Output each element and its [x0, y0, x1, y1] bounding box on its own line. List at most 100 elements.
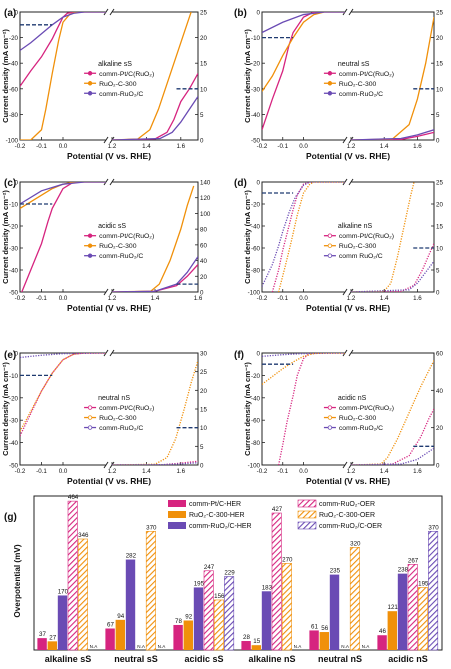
- bar-plot-frame: [33, 495, 443, 651]
- panel-label: (a): [4, 8, 16, 19]
- left-y-tick-label: -20: [9, 395, 19, 402]
- right-y-tick-label: 10: [200, 86, 207, 93]
- x-tick-label: 1.2: [347, 143, 356, 150]
- left-y-tick-label: 0: [257, 351, 261, 358]
- left-y-tick-label: -60: [251, 246, 261, 253]
- legend-swatch-marker: [87, 91, 93, 96]
- right-y-tick-label: 25: [436, 10, 443, 17]
- x-tick-label: -0.1: [36, 143, 47, 150]
- bar-value-label: 27: [49, 634, 56, 641]
- legend-swatch: [297, 510, 317, 519]
- right-y-tick-label: 5: [436, 112, 440, 119]
- axis-break-mask-top: [344, 351, 352, 355]
- series-line-her: [20, 12, 106, 51]
- na-label: N.A: [137, 644, 146, 649]
- bar: [397, 573, 408, 650]
- legend-entry: RuO₂-C-300: [339, 81, 377, 88]
- na-label: N.A: [158, 644, 167, 649]
- legend-entry: comm-Pt/C(RuO₂): [339, 71, 394, 78]
- bar: [251, 645, 261, 650]
- bar-value-label: 270: [282, 556, 293, 563]
- left-y-tick-label: 0: [15, 10, 19, 17]
- axis-break-mark: [109, 8, 115, 16]
- panel-label: (b): [234, 8, 247, 19]
- axis-break-mask-bottom: [105, 138, 113, 142]
- bar-value-label: 370: [146, 524, 157, 531]
- x-tick-label: 1.2: [108, 143, 117, 150]
- y-axis-label: Overpotential (mV): [13, 544, 22, 618]
- left-y-tick-label: -40: [9, 268, 19, 275]
- bar-value-label: 195: [194, 580, 205, 587]
- axis-break-mask-bottom: [344, 463, 352, 467]
- bar-value-label: 92: [185, 613, 192, 620]
- x-tick-label: 1.6: [176, 468, 185, 475]
- legend-swatch-marker: [87, 81, 93, 86]
- series-line-her: [20, 353, 106, 432]
- category-label: neutral sS: [114, 654, 158, 664]
- x-tick-label: -0.2: [257, 468, 268, 475]
- bar-value-label: 247: [204, 564, 215, 571]
- legend-entry: comm-RuO₂/C-HER: [189, 523, 252, 530]
- x-tick-label: 1.6: [413, 295, 422, 302]
- series-line-oer: [351, 243, 434, 292]
- legend-swatch-marker: [87, 253, 93, 258]
- left-y-tick-label: -80: [251, 268, 261, 275]
- series-line-her: [20, 182, 106, 205]
- x-tick-label: -0.2: [257, 143, 268, 150]
- left-y-tick-label: -40: [251, 224, 261, 231]
- legend-swatch-marker: [327, 91, 333, 96]
- y-axis-label: Current density (mA cm⁻²): [243, 362, 252, 456]
- y-axis-label: Current density (mA cm⁻²): [243, 190, 252, 284]
- x-tick-label: 1.4: [380, 295, 389, 302]
- bar-value-label: 282: [126, 553, 137, 560]
- axis-break-mask-top: [344, 180, 352, 184]
- legend-swatch-marker: [87, 243, 93, 248]
- series-line-her: [20, 12, 106, 87]
- series-line-oer: [351, 260, 434, 292]
- x-tick-label: 1.4: [380, 468, 389, 475]
- series-line-her: [262, 353, 345, 385]
- left-y-tick-label: -60: [9, 86, 19, 93]
- series-line-her: [277, 353, 345, 465]
- left-y-tick-label: -50: [251, 138, 261, 145]
- series-line-oer: [351, 447, 434, 465]
- legend-entry: comm-RuO₂-OER: [319, 501, 375, 508]
- x-tick-label: 1.6: [194, 295, 203, 302]
- right-y-tick-label: 10: [200, 425, 207, 432]
- electrolyte-label: alkaline nS: [338, 223, 373, 230]
- axis-break-mark: [348, 178, 354, 186]
- legend-swatch-marker: [87, 405, 93, 410]
- axis-break-mark: [342, 136, 348, 144]
- legend-swatch-marker: [327, 253, 333, 258]
- axis-break-mark: [109, 349, 115, 357]
- bar: [319, 632, 329, 650]
- left-y-tick-label: -100: [248, 463, 261, 470]
- left-y-tick-label: -80: [9, 112, 19, 119]
- bar: [224, 576, 235, 651]
- series-line-her: [20, 182, 106, 209]
- bar-value-label: 170: [58, 588, 69, 595]
- series-line-her: [262, 353, 345, 358]
- category-label: acidic sS: [184, 654, 223, 664]
- right-y-tick-label: 0: [436, 463, 440, 470]
- series-line-oer: [351, 182, 415, 292]
- right-y-tick-label: 0: [436, 138, 440, 145]
- left-y-tick-label: -60: [251, 418, 261, 425]
- bar: [145, 530, 156, 651]
- bar: [387, 611, 397, 650]
- axis-break-mark: [342, 461, 348, 469]
- x-axis-label: Potential (V vs. RHE): [67, 476, 151, 486]
- x-tick-label: 1.6: [413, 143, 422, 150]
- bar: [349, 547, 360, 651]
- axis-break-mark: [103, 288, 109, 296]
- bar: [57, 595, 68, 650]
- legend-entry: comm RuO₂/C: [339, 253, 383, 260]
- axis-break-mask-top: [344, 10, 352, 14]
- left-y-tick-label: -100: [6, 138, 19, 145]
- legend-swatch: [168, 522, 186, 529]
- bar: [37, 638, 47, 650]
- series-line-her: [262, 182, 345, 287]
- right-y-tick-label: 25: [436, 180, 443, 187]
- series-line-her: [21, 182, 106, 292]
